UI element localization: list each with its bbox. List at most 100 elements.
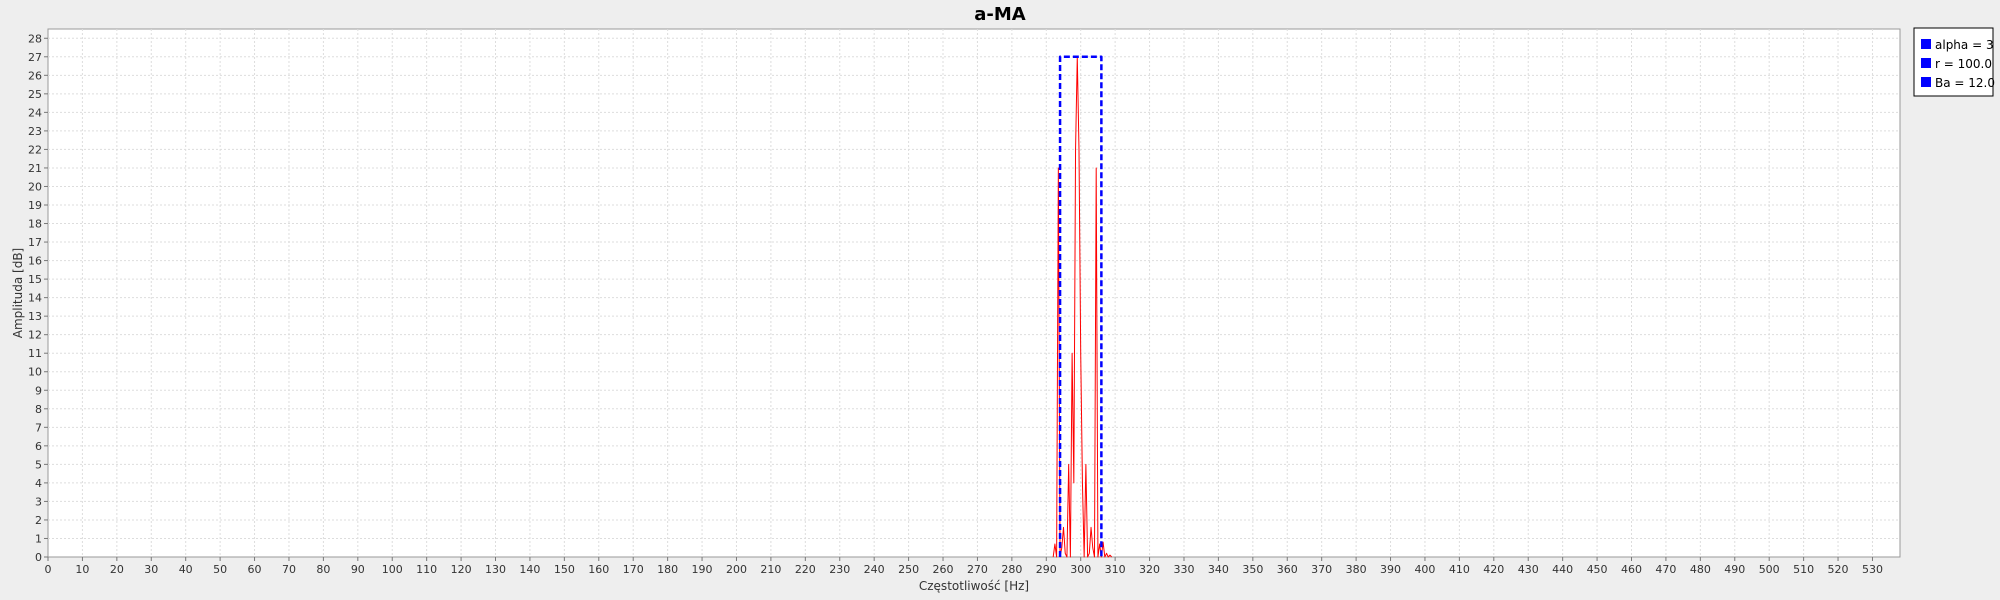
legend-swatch-ba <box>1921 77 1931 87</box>
chart-title: a-MA <box>974 4 1026 25</box>
x-tick-label: 420 <box>1483 563 1504 576</box>
x-tick-label: 50 <box>213 563 227 576</box>
x-tick-label: 130 <box>485 563 506 576</box>
y-tick-label: 21 <box>28 162 42 175</box>
y-tick-label: 3 <box>35 495 42 508</box>
x-tick-label: 400 <box>1414 563 1435 576</box>
x-tick-label: 280 <box>1001 563 1022 576</box>
plot-area <box>47 28 1901 558</box>
legend-item-ba: Ba = 12.0 <box>1935 76 1995 90</box>
y-tick-label: 11 <box>28 347 42 360</box>
x-tick-label: 450 <box>1587 563 1608 576</box>
x-tick-label: 340 <box>1208 563 1229 576</box>
x-tick-label: 470 <box>1655 563 1676 576</box>
x-axis-title: Częstotliwość [Hz] <box>919 579 1029 593</box>
x-tick-label: 140 <box>519 563 540 576</box>
x-tick-label: 530 <box>1862 563 1883 576</box>
y-tick-label: 19 <box>28 199 42 212</box>
y-tick-label: 2 <box>35 514 42 527</box>
x-tick-label: 390 <box>1380 563 1401 576</box>
x-tick-label: 380 <box>1346 563 1367 576</box>
y-tick-label: 13 <box>28 310 42 323</box>
x-tick-label: 200 <box>726 563 747 576</box>
x-tick-label: 350 <box>1242 563 1263 576</box>
y-tick-label: 25 <box>28 88 42 101</box>
y-tick-label: 5 <box>35 458 42 471</box>
x-tick-label: 370 <box>1311 563 1332 576</box>
x-tick-label: 410 <box>1449 563 1470 576</box>
x-tick-label: 490 <box>1724 563 1745 576</box>
y-tick-label: 4 <box>35 477 42 490</box>
x-tick-label: 110 <box>416 563 437 576</box>
x-tick-label: 520 <box>1828 563 1849 576</box>
x-tick-label: 10 <box>75 563 89 576</box>
x-tick-label: 320 <box>1139 563 1160 576</box>
x-tick-label: 510 <box>1793 563 1814 576</box>
x-tick-label: 430 <box>1518 563 1539 576</box>
y-tick-label: 8 <box>35 403 42 416</box>
y-axis-title: Amplituda [dB] <box>11 248 25 339</box>
x-tick-label: 170 <box>623 563 644 576</box>
y-tick-label: 1 <box>35 532 42 545</box>
series-line-dashed <box>1058 55 1103 557</box>
x-tick-label: 100 <box>382 563 403 576</box>
y-tick-label: 17 <box>28 236 42 249</box>
y-tick-label: 6 <box>35 440 42 453</box>
x-tick-label: 70 <box>282 563 296 576</box>
x-tick-label: 300 <box>1070 563 1091 576</box>
legend-swatch-alpha <box>1921 39 1931 49</box>
y-tick-label: 26 <box>28 69 42 82</box>
x-tick-label: 270 <box>967 563 988 576</box>
x-axis: 0 10 20 30 40 50 60 70 80 90 100 110 120 130 140 150 160… <box>45 557 1883 576</box>
x-tick-label: 190 <box>692 563 713 576</box>
x-tick-label: 260 <box>933 563 954 576</box>
x-tick-label: 440 <box>1552 563 1573 576</box>
x-tick-label: 60 <box>248 563 262 576</box>
grid <box>48 29 1900 557</box>
y-tick-label: 23 <box>28 125 42 138</box>
x-tick-label: 20 <box>110 563 124 576</box>
x-tick-label: 330 <box>1173 563 1194 576</box>
y-tick-label: 27 <box>28 51 42 64</box>
x-tick-label: 120 <box>451 563 472 576</box>
x-tick-label: 310 <box>1105 563 1126 576</box>
x-tick-label: 150 <box>554 563 575 576</box>
legend: alpha = 3 r = 100.0 Ba = 12.0 <box>1913 27 1995 97</box>
x-tick-label: 160 <box>588 563 609 576</box>
x-tick-label: 240 <box>864 563 885 576</box>
x-tick-label: 0 <box>45 563 52 576</box>
y-axis: 0123456789101112131415161718192021222324… <box>28 32 48 564</box>
y-tick-label: 0 <box>35 551 42 564</box>
x-tick-label: 230 <box>829 563 850 576</box>
y-tick-label: 16 <box>28 255 42 268</box>
y-tick-label: 24 <box>28 106 42 119</box>
y-tick-label: 20 <box>28 180 42 193</box>
y-tick-label: 12 <box>28 329 42 342</box>
y-tick-label: 14 <box>28 292 42 305</box>
x-tick-label: 250 <box>898 563 919 576</box>
legend-item-alpha: alpha = 3 <box>1935 38 1994 52</box>
y-tick-label: 7 <box>35 421 42 434</box>
y-tick-label: 28 <box>28 32 42 45</box>
x-tick-label: 480 <box>1690 563 1711 576</box>
x-tick-label: 290 <box>1036 563 1057 576</box>
x-tick-label: 500 <box>1759 563 1780 576</box>
x-tick-label: 220 <box>795 563 816 576</box>
x-tick-label: 90 <box>351 563 365 576</box>
y-tick-label: 9 <box>35 384 42 397</box>
legend-swatch-r <box>1921 58 1931 68</box>
x-tick-label: 40 <box>179 563 193 576</box>
x-tick-label: 360 <box>1277 563 1298 576</box>
y-tick-label: 18 <box>28 218 42 231</box>
series <box>1052 55 1113 558</box>
x-tick-label: 80 <box>316 563 330 576</box>
x-tick-label: 180 <box>657 563 678 576</box>
y-tick-label: 22 <box>28 143 42 156</box>
y-tick-label: 10 <box>28 366 42 379</box>
x-tick-label: 210 <box>760 563 781 576</box>
x-tick-label: 30 <box>144 563 158 576</box>
legend-item-r: r = 100.0 <box>1935 57 1992 71</box>
x-tick-label: 460 <box>1621 563 1642 576</box>
y-tick-label: 15 <box>28 273 42 286</box>
